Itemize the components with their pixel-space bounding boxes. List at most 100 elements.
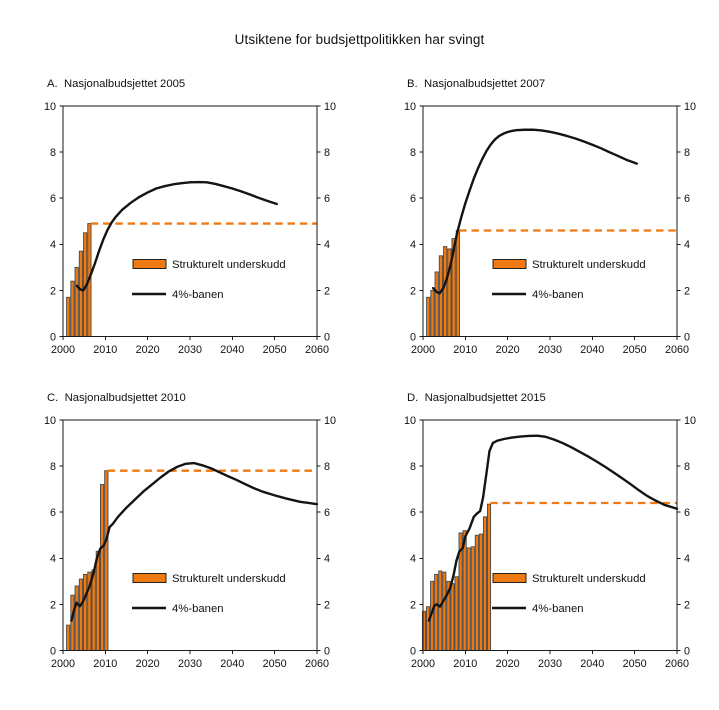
y-tick-label-left: 8 [410, 461, 416, 473]
bar [466, 547, 471, 651]
bar [442, 571, 447, 651]
bar [66, 296, 71, 337]
x-tick-label: 2000 [51, 658, 75, 670]
x-tick-label: 2040 [580, 344, 604, 356]
x-tick-label: 2040 [220, 658, 244, 670]
x-tick-label: 2000 [411, 344, 435, 356]
x-tick-label: 2020 [496, 658, 520, 670]
y-tick-label-left: 10 [404, 415, 416, 427]
panel-c-label: C. Nasjonalbudsjettet 2010 [47, 392, 186, 404]
y-tick-label-right: 10 [324, 415, 336, 427]
bar [74, 266, 79, 337]
bar [455, 230, 460, 337]
y-tick-label-right: 0 [684, 645, 690, 657]
bar [83, 573, 88, 651]
x-tick-label: 2030 [178, 658, 202, 670]
x-tick-label: 2060 [305, 658, 329, 670]
y-tick-label-right: 2 [684, 599, 690, 611]
y-tick-label-left: 10 [404, 101, 416, 113]
panel-b-label: B. Nasjonalbudsjettet 2007 [407, 78, 546, 90]
x-tick-label: 2060 [665, 658, 689, 670]
y-tick-label-left: 4 [50, 553, 56, 565]
x-tick-label: 2030 [538, 344, 562, 356]
y-tick-label-left: 6 [410, 193, 416, 205]
plot-frame [62, 105, 318, 337]
legend-line-label: 4%-banen [532, 289, 584, 301]
figure-title: Utsiktene for budsjettpolitikken har svi… [234, 32, 485, 47]
bar [478, 533, 483, 651]
x-tick-label: 2020 [496, 344, 520, 356]
bar [74, 585, 79, 651]
bar [70, 280, 75, 337]
legend-bar-swatch [132, 573, 167, 583]
y-tick-label-left: 4 [410, 239, 416, 251]
y-tick-label-right: 8 [684, 461, 690, 473]
x-tick-label: 2050 [263, 658, 287, 670]
y-tick-label-right: 6 [684, 507, 690, 519]
legend-bar-swatch [132, 259, 167, 269]
y-tick-label-right: 0 [324, 645, 330, 657]
x-tick-label: 2060 [305, 344, 329, 356]
x-tick-label: 2050 [623, 344, 647, 356]
bar [70, 594, 75, 651]
series-line [70, 461, 319, 622]
legend-bar-label: Strukturelt underskudd [172, 573, 286, 585]
y-tick-label-right: 8 [324, 147, 330, 159]
bar [450, 583, 455, 651]
legend-bar-label: Strukturelt underskudd [532, 259, 646, 271]
series-line [431, 128, 638, 295]
x-tick-label: 2000 [411, 658, 435, 670]
y-tick-label-right: 2 [324, 599, 330, 611]
bar [430, 289, 435, 337]
bar [438, 570, 443, 651]
panel-d-label: D. Nasjonalbudsjettet 2015 [407, 392, 546, 404]
y-tick-label-right: 4 [684, 553, 690, 565]
x-tick-label: 2050 [263, 344, 287, 356]
y-tick-label-left: 0 [410, 645, 416, 657]
y-tick-label-left: 6 [50, 193, 56, 205]
x-tick-label: 2020 [136, 344, 160, 356]
x-tick-label: 2010 [93, 658, 117, 670]
bar [78, 578, 84, 651]
y-tick-label-left: 0 [410, 331, 416, 343]
y-tick-label-left: 4 [50, 239, 56, 251]
bar [78, 250, 84, 337]
y-tick-label-left: 10 [44, 415, 56, 427]
bar [434, 271, 439, 337]
y-tick-label-left: 0 [50, 331, 56, 343]
y-tick-label-right: 0 [324, 331, 330, 343]
y-tick-label-right: 4 [324, 553, 330, 565]
bar [486, 503, 492, 651]
series-line [75, 180, 278, 292]
x-tick-label: 2010 [453, 344, 477, 356]
legend-bar-swatch [492, 573, 527, 583]
y-tick-label-right: 10 [684, 101, 696, 113]
panel-a-label: A. Nasjonalbudsjettet 2005 [47, 78, 186, 90]
y-tick-label-left: 6 [50, 507, 56, 519]
y-tick-label-right: 0 [684, 331, 690, 343]
y-tick-label-right: 8 [324, 461, 330, 473]
bar [91, 569, 96, 651]
x-tick-label: 2010 [93, 344, 117, 356]
y-tick-label-left: 2 [50, 599, 56, 611]
y-tick-label-left: 4 [410, 553, 416, 565]
bar [426, 296, 431, 337]
y-tick-label-right: 4 [324, 239, 330, 251]
x-tick-label: 2040 [220, 344, 244, 356]
y-tick-label-right: 4 [684, 239, 690, 251]
bar [66, 624, 71, 651]
x-tick-label: 2030 [538, 658, 562, 670]
series-line [427, 434, 679, 622]
bar [443, 246, 448, 337]
x-tick-label: 2060 [665, 344, 689, 356]
y-tick-label-left: 2 [410, 599, 416, 611]
y-tick-label-left: 8 [50, 461, 56, 473]
bar [454, 576, 459, 651]
legend-line-label: 4%-banen [172, 289, 224, 301]
y-tick-label-left: 6 [410, 507, 416, 519]
y-tick-label-left: 2 [410, 285, 416, 297]
legend-bar-swatch [492, 259, 527, 269]
